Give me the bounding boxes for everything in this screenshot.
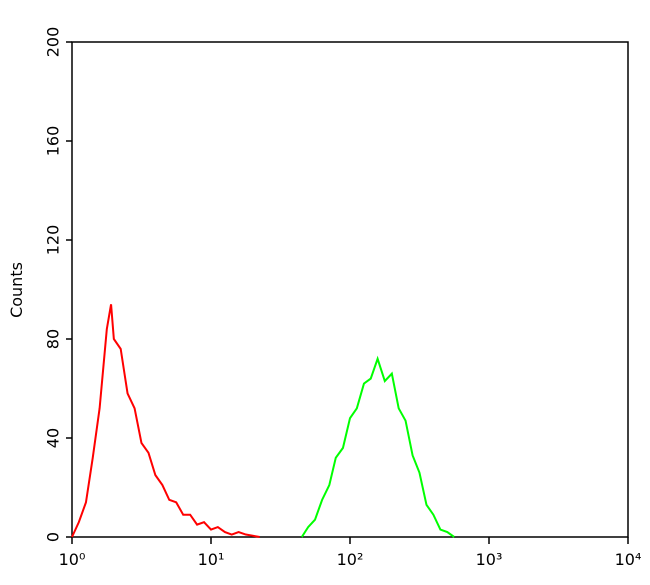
x-tick-label: 10⁴	[615, 550, 642, 569]
y-tick-label: 0	[44, 532, 63, 542]
histogram-line	[300, 355, 455, 538]
y-tick-label: 40	[44, 428, 63, 448]
x-tick-label: 10³	[476, 550, 503, 569]
y-tick-label: 80	[44, 329, 63, 349]
y-tick-label: 200	[44, 27, 63, 58]
histogram-line	[71, 304, 260, 538]
y-tick-label: 160	[44, 126, 63, 157]
y-tick-label: 120	[44, 225, 63, 256]
plot-frame	[71, 41, 629, 538]
x-tick-label: 10⁰	[59, 550, 86, 569]
x-tick-label: 10¹	[198, 550, 225, 569]
x-tick-label: 10²	[337, 550, 364, 569]
y-axis-label: Counts	[7, 262, 26, 318]
